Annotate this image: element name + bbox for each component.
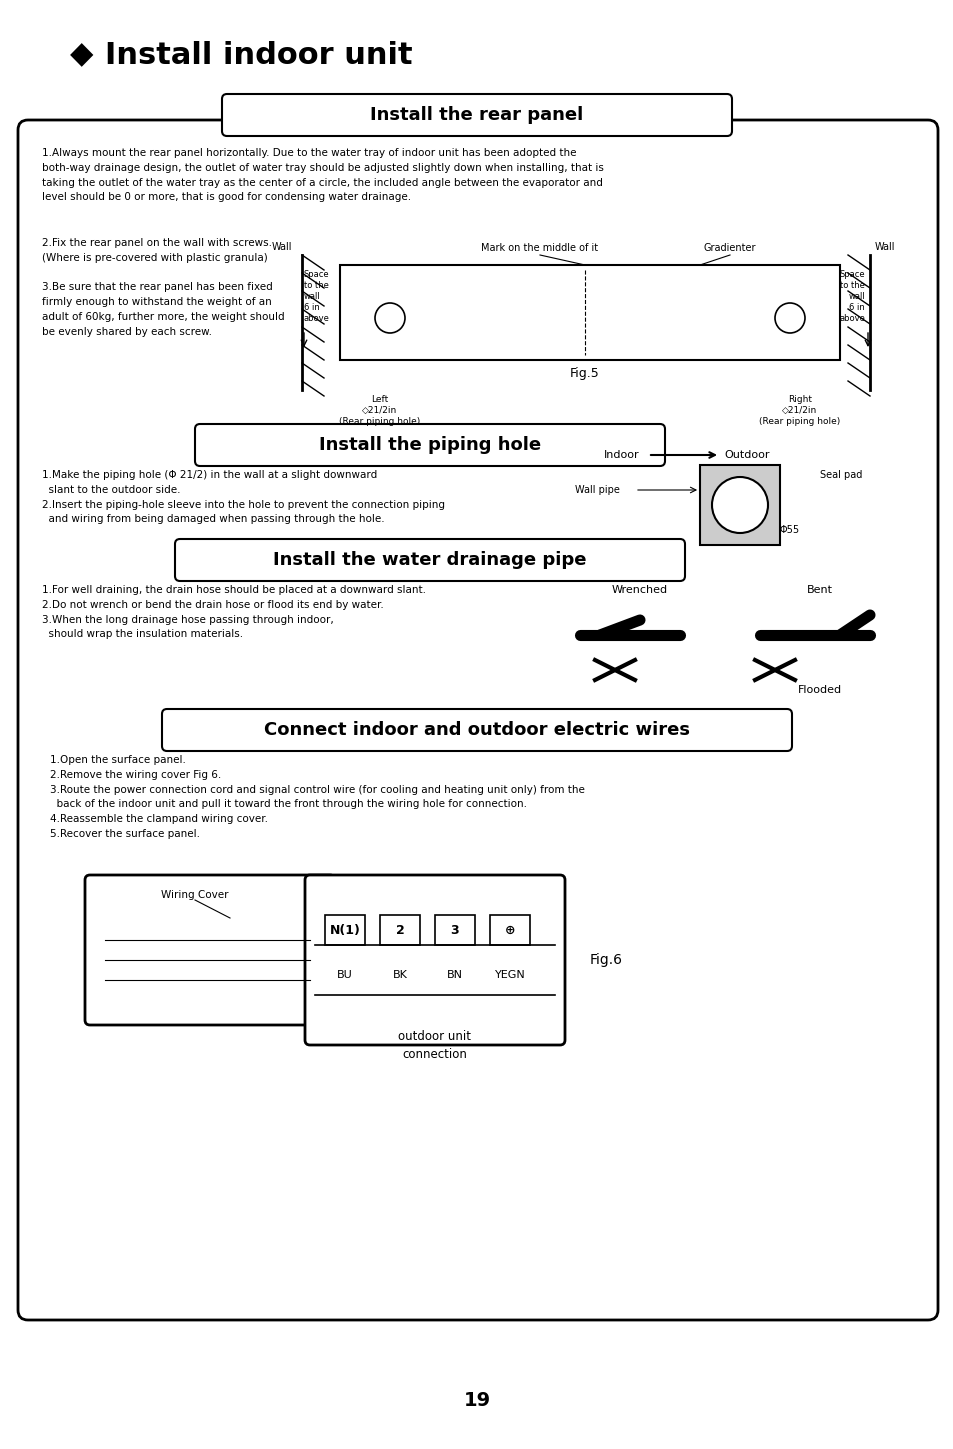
Text: Indoor: Indoor	[604, 451, 639, 459]
Text: ⊕: ⊕	[504, 923, 515, 936]
FancyBboxPatch shape	[85, 875, 335, 1024]
Text: BK: BK	[392, 969, 407, 980]
Text: Install the water drainage pipe: Install the water drainage pipe	[273, 551, 586, 569]
Bar	[379, 914, 419, 945]
Bar	[339, 265, 840, 359]
Circle shape	[711, 477, 767, 533]
Text: Fig.5: Fig.5	[570, 367, 599, 380]
Text: Φ55: Φ55	[780, 525, 800, 535]
Text: 1.Make the piping hole (Φ 21/2) in the wall at a slight downward
  slant to the : 1.Make the piping hole (Φ 21/2) in the w…	[42, 469, 444, 525]
Text: 2.Fix the rear panel on the wall with screws.
(Where is pre-covered with plastic: 2.Fix the rear panel on the wall with sc…	[42, 238, 284, 336]
Text: Wall: Wall	[272, 242, 292, 252]
Text: BU: BU	[336, 969, 353, 980]
Text: Right
◇21/2in
(Rear piping hole): Right ◇21/2in (Rear piping hole)	[759, 396, 840, 426]
Text: Seal pad: Seal pad	[820, 469, 862, 480]
Text: Install indoor unit: Install indoor unit	[105, 41, 413, 70]
Bar	[490, 914, 530, 945]
Text: Outdoor: Outdoor	[723, 451, 769, 459]
Text: N(1): N(1)	[329, 923, 360, 936]
Text: outdoor unit
connection: outdoor unit connection	[398, 1030, 471, 1061]
Circle shape	[774, 303, 804, 333]
Text: Bent: Bent	[806, 585, 832, 596]
Text: Fig.6: Fig.6	[589, 953, 622, 966]
Text: BN: BN	[447, 969, 462, 980]
Text: Gradienter: Gradienter	[703, 243, 756, 254]
Text: 19: 19	[463, 1391, 490, 1410]
FancyBboxPatch shape	[194, 425, 664, 467]
FancyBboxPatch shape	[162, 709, 791, 751]
Text: Wrenched: Wrenched	[611, 585, 667, 596]
Bar	[700, 465, 780, 545]
Text: ◆: ◆	[70, 41, 93, 70]
FancyBboxPatch shape	[174, 539, 684, 581]
Text: 2: 2	[395, 923, 404, 936]
Text: Space
to the
wall
6 in
above: Space to the wall 6 in above	[839, 270, 864, 323]
Circle shape	[375, 303, 405, 333]
Text: Mark on the middle of it: Mark on the middle of it	[481, 243, 598, 254]
Text: 1.For well draining, the drain hose should be placed at a downward slant.
2.Do n: 1.For well draining, the drain hose shou…	[42, 585, 426, 639]
Text: Wall pipe: Wall pipe	[575, 485, 619, 496]
Bar	[325, 914, 365, 945]
Text: Wall: Wall	[874, 242, 895, 252]
Text: Install the piping hole: Install the piping hole	[318, 436, 540, 454]
Text: Flooded: Flooded	[797, 685, 841, 696]
Text: Wiring Cover: Wiring Cover	[161, 890, 229, 900]
FancyBboxPatch shape	[305, 875, 564, 1045]
Text: 3: 3	[450, 923, 458, 936]
Text: Connect indoor and outdoor electric wires: Connect indoor and outdoor electric wire…	[264, 722, 689, 739]
Text: 1.Open the surface panel.
2.Remove the wiring cover Fig 6.
3.Route the power con: 1.Open the surface panel. 2.Remove the w…	[50, 755, 584, 839]
FancyBboxPatch shape	[18, 120, 937, 1320]
Bar	[435, 914, 475, 945]
Text: YEGN: YEGN	[494, 969, 525, 980]
Text: 1.Always mount the rear panel horizontally. Due to the water tray of indoor unit: 1.Always mount the rear panel horizontal…	[42, 148, 603, 203]
Text: Space
to the
wall
6 in
above: Space to the wall 6 in above	[304, 270, 330, 323]
Text: Left
◇21/2in
(Rear piping hole): Left ◇21/2in (Rear piping hole)	[339, 396, 420, 426]
FancyBboxPatch shape	[222, 94, 731, 136]
Text: Install the rear panel: Install the rear panel	[370, 106, 583, 125]
